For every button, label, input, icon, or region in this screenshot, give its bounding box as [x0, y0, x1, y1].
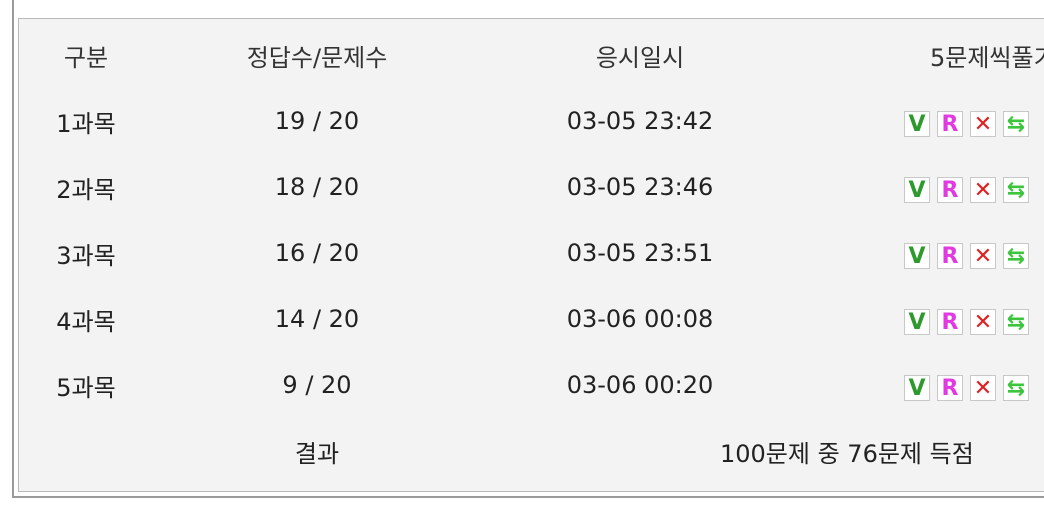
datetime-cell: 03-06 00:08	[566, 305, 714, 333]
review-r-icon[interactable]: R	[937, 177, 963, 203]
table-row: 4과목 14 / 20 03-06 00:08 V R ✕ ⇆	[20, 286, 1044, 352]
review-r-icon[interactable]: R	[937, 111, 963, 137]
score-cell: 19 / 20	[274, 107, 360, 135]
x-wrong-icon[interactable]: ✕	[970, 309, 996, 335]
score-cell: 16 / 20	[274, 239, 360, 267]
review-r-icon[interactable]: R	[937, 375, 963, 401]
subject-cell: 5과목	[56, 373, 116, 402]
subject-cell: 1과목	[56, 109, 116, 138]
header-category: 구분	[63, 43, 109, 72]
result-cell: 100문제 중 76문제 득점	[482, 418, 1044, 484]
datetime-cell: 03-05 23:46	[566, 173, 714, 201]
practice-icons: V R ✕ ⇆	[798, 352, 1044, 418]
score-table: 구분 정답수/문제수 응시일시 5문제씩풀기 1과목 19 / 20 03-05…	[20, 22, 1044, 484]
header-practice: 5문제씩풀기	[930, 43, 1044, 72]
refresh-icon[interactable]: ⇆	[1003, 243, 1029, 269]
table-row: 2과목 18 / 20 03-05 23:46 V R ✕ ⇆	[20, 154, 1044, 220]
result-row: 결과 100문제 중 76문제 득점	[20, 418, 1044, 484]
v-check-icon[interactable]: V	[904, 177, 930, 203]
header-datetime: 응시일시	[595, 43, 685, 72]
score-panel	[18, 18, 1044, 492]
v-check-icon[interactable]: V	[904, 309, 930, 335]
datetime-cell: 03-06 00:20	[566, 371, 714, 399]
datetime-cell: 03-05 23:51	[566, 239, 714, 267]
datetime-cell: 03-05 23:42	[566, 107, 714, 135]
result-label: 결과	[294, 439, 340, 468]
score-cell: 9 / 20	[282, 371, 352, 399]
score-cell: 14 / 20	[274, 305, 360, 333]
header-row: 구분 정답수/문제수 응시일시 5문제씩풀기	[20, 22, 1044, 88]
subject-cell: 3과목	[56, 241, 116, 270]
refresh-icon[interactable]: ⇆	[1003, 177, 1029, 203]
table-row: 1과목 19 / 20 03-05 23:42 V R ✕ ⇆	[20, 88, 1044, 154]
practice-icons: V R ✕ ⇆	[798, 88, 1044, 154]
x-wrong-icon[interactable]: ✕	[970, 375, 996, 401]
refresh-icon[interactable]: ⇆	[1003, 111, 1029, 137]
practice-icons: V R ✕ ⇆	[798, 286, 1044, 352]
x-wrong-icon[interactable]: ✕	[970, 111, 996, 137]
practice-icons: V R ✕ ⇆	[798, 154, 1044, 220]
review-r-icon[interactable]: R	[937, 309, 963, 335]
x-wrong-icon[interactable]: ✕	[970, 243, 996, 269]
v-check-icon[interactable]: V	[904, 375, 930, 401]
table-row: 3과목 16 / 20 03-05 23:51 V R ✕ ⇆	[20, 220, 1044, 286]
refresh-icon[interactable]: ⇆	[1003, 309, 1029, 335]
header-score: 정답수/문제수	[246, 43, 388, 72]
practice-icons: V R ✕ ⇆	[798, 220, 1044, 286]
v-check-icon[interactable]: V	[904, 243, 930, 269]
subject-cell: 4과목	[56, 307, 116, 336]
subject-cell: 2과목	[56, 175, 116, 204]
table-row: 5과목 9 / 20 03-06 00:20 V R ✕ ⇆	[20, 352, 1044, 418]
x-wrong-icon[interactable]: ✕	[970, 177, 996, 203]
review-r-icon[interactable]: R	[937, 243, 963, 269]
v-check-icon[interactable]: V	[904, 111, 930, 137]
score-cell: 18 / 20	[274, 173, 360, 201]
refresh-icon[interactable]: ⇆	[1003, 375, 1029, 401]
result-summary: 100문제 중 76문제 득점	[720, 439, 974, 468]
